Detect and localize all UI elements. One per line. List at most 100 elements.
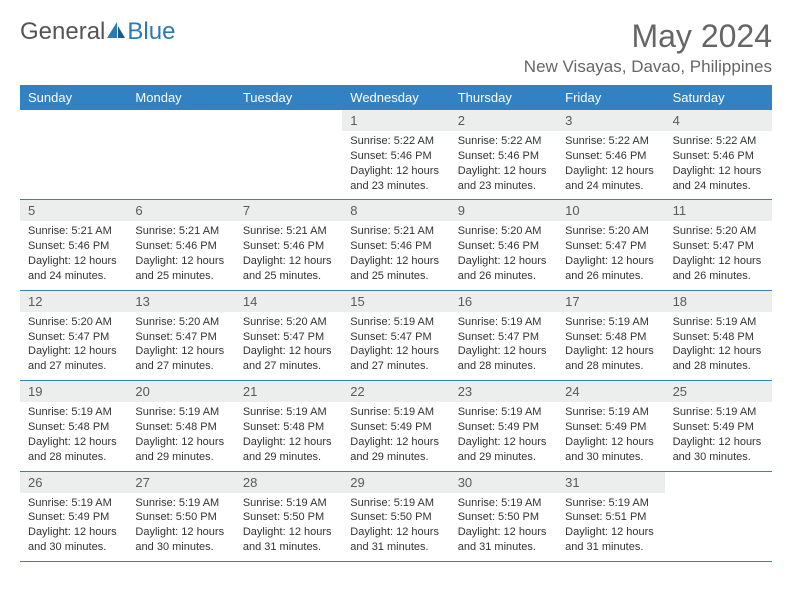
day-cell: 14 Sunrise: 5:20 AMSunset: 5:47 PMDayligh… xyxy=(235,291,342,380)
daylight-text: Daylight: 12 hours and 23 minutes. xyxy=(458,164,549,194)
calendar: Sunday Monday Tuesday Wednesday Thursday… xyxy=(20,85,772,562)
day-cell: 3Sunrise: 5:22 AMSunset: 5:46 PMDaylight… xyxy=(557,110,664,199)
day-cell: 17Sunrise: 5:19 AMSunset: 5:48 PMDayligh… xyxy=(557,291,664,380)
day-content: Sunrise: 5:19 AMSunset: 5:49 PMDaylight:… xyxy=(342,402,449,470)
sunrise-text: Sunrise: 5:20 AM xyxy=(243,315,334,330)
sunrise-text: Sunrise: 5:19 AM xyxy=(243,496,334,511)
sunrise-text: Sunrise: 5:19 AM xyxy=(350,315,441,330)
logo: General Blue xyxy=(20,18,175,46)
day-cell: 28Sunrise: 5:19 AMSunset: 5:50 PMDayligh… xyxy=(235,472,342,561)
day-number: 2 xyxy=(450,110,557,131)
day-content: Sunrise: 5:20 AMSunset: 5:47 PMDaylight:… xyxy=(20,312,127,380)
daylight-text: Daylight: 12 hours and 29 minutes. xyxy=(458,435,549,465)
sunset-text: Sunset: 5:47 PM xyxy=(673,239,764,254)
day-number: 4 xyxy=(665,110,772,131)
day-number: 9 xyxy=(450,200,557,221)
sunrise-text: Sunrise: 5:21 AM xyxy=(135,224,226,239)
day-number: 19 xyxy=(20,381,127,402)
daylight-text: Daylight: 12 hours and 25 minutes. xyxy=(135,254,226,284)
day-content: Sunrise: 5:20 AMSunset: 5:46 PMDaylight:… xyxy=(450,221,557,289)
sunset-text: Sunset: 5:47 PM xyxy=(350,330,441,345)
day-cell xyxy=(665,472,772,561)
daylight-text: Daylight: 12 hours and 28 minutes. xyxy=(458,344,549,374)
day-number: 24 xyxy=(557,381,664,402)
sunrise-text: Sunrise: 5:20 AM xyxy=(28,315,119,330)
day-content: Sunrise: 5:20 AMSunset: 5:47 PMDaylight:… xyxy=(557,221,664,289)
day-number: 14 xyxy=(235,291,342,312)
day-cell: 4Sunrise: 5:22 AMSunset: 5:46 PMDaylight… xyxy=(665,110,772,199)
dayhead-thursday: Thursday xyxy=(450,85,557,110)
daylight-text: Daylight: 12 hours and 27 minutes. xyxy=(243,344,334,374)
sunset-text: Sunset: 5:47 PM xyxy=(458,330,549,345)
day-number: 16 xyxy=(450,291,557,312)
sunset-text: Sunset: 5:48 PM xyxy=(565,330,656,345)
sunset-text: Sunset: 5:47 PM xyxy=(135,330,226,345)
sunrise-text: Sunrise: 5:22 AM xyxy=(673,134,764,149)
daylight-text: Daylight: 12 hours and 27 minutes. xyxy=(135,344,226,374)
sunrise-text: Sunrise: 5:21 AM xyxy=(28,224,119,239)
sail-icon xyxy=(105,20,127,45)
day-content: Sunrise: 5:21 AMSunset: 5:46 PMDaylight:… xyxy=(127,221,234,289)
day-cell: 19Sunrise: 5:19 AMSunset: 5:48 PMDayligh… xyxy=(20,381,127,470)
sunrise-text: Sunrise: 5:20 AM xyxy=(458,224,549,239)
sunrise-text: Sunrise: 5:19 AM xyxy=(28,405,119,420)
daylight-text: Daylight: 12 hours and 25 minutes. xyxy=(243,254,334,284)
daylight-text: Daylight: 12 hours and 28 minutes. xyxy=(673,344,764,374)
day-number: 7 xyxy=(235,200,342,221)
day-content: Sunrise: 5:22 AMSunset: 5:46 PMDaylight:… xyxy=(450,131,557,199)
day-number: 22 xyxy=(342,381,449,402)
day-cell: 18Sunrise: 5:19 AMSunset: 5:48 PMDayligh… xyxy=(665,291,772,380)
sunset-text: Sunset: 5:48 PM xyxy=(243,420,334,435)
dayhead-row: Sunday Monday Tuesday Wednesday Thursday… xyxy=(20,85,772,110)
day-cell: 20Sunrise: 5:19 AMSunset: 5:48 PMDayligh… xyxy=(127,381,234,470)
sunset-text: Sunset: 5:46 PM xyxy=(458,149,549,164)
sunrise-text: Sunrise: 5:19 AM xyxy=(565,315,656,330)
day-number: 25 xyxy=(665,381,772,402)
sunset-text: Sunset: 5:46 PM xyxy=(350,239,441,254)
sunrise-text: Sunrise: 5:19 AM xyxy=(458,405,549,420)
daylight-text: Daylight: 12 hours and 23 minutes. xyxy=(350,164,441,194)
sunrise-text: Sunrise: 5:19 AM xyxy=(135,405,226,420)
sunrise-text: Sunrise: 5:19 AM xyxy=(458,496,549,511)
daylight-text: Daylight: 12 hours and 30 minutes. xyxy=(28,525,119,555)
sunset-text: Sunset: 5:47 PM xyxy=(243,330,334,345)
daylight-text: Daylight: 12 hours and 29 minutes. xyxy=(243,435,334,465)
week-row: 5Sunrise: 5:21 AMSunset: 5:46 PMDaylight… xyxy=(20,200,772,290)
day-number: 29 xyxy=(342,472,449,493)
sunrise-text: Sunrise: 5:20 AM xyxy=(565,224,656,239)
day-cell: 1Sunrise: 5:22 AMSunset: 5:46 PMDaylight… xyxy=(342,110,449,199)
day-content: Sunrise: 5:19 AMSunset: 5:51 PMDaylight:… xyxy=(557,493,664,561)
sunrise-text: Sunrise: 5:19 AM xyxy=(673,405,764,420)
day-cell: 16Sunrise: 5:19 AMSunset: 5:47 PMDayligh… xyxy=(450,291,557,380)
day-cell: 10Sunrise: 5:20 AMSunset: 5:47 PMDayligh… xyxy=(557,200,664,289)
sunset-text: Sunset: 5:49 PM xyxy=(458,420,549,435)
dayhead-wednesday: Wednesday xyxy=(342,85,449,110)
day-number: 15 xyxy=(342,291,449,312)
sunset-text: Sunset: 5:46 PM xyxy=(243,239,334,254)
week-row: 1Sunrise: 5:22 AMSunset: 5:46 PMDaylight… xyxy=(20,110,772,200)
day-content: Sunrise: 5:22 AMSunset: 5:46 PMDaylight:… xyxy=(665,131,772,199)
sunset-text: Sunset: 5:47 PM xyxy=(28,330,119,345)
weeks-container: 1Sunrise: 5:22 AMSunset: 5:46 PMDaylight… xyxy=(20,110,772,562)
daylight-text: Daylight: 12 hours and 29 minutes. xyxy=(350,435,441,465)
day-cell: 21Sunrise: 5:19 AMSunset: 5:48 PMDayligh… xyxy=(235,381,342,470)
dayhead-saturday: Saturday xyxy=(665,85,772,110)
sunset-text: Sunset: 5:46 PM xyxy=(673,149,764,164)
day-number: 3 xyxy=(557,110,664,131)
day-cell: 24Sunrise: 5:19 AMSunset: 5:49 PMDayligh… xyxy=(557,381,664,470)
sunrise-text: Sunrise: 5:19 AM xyxy=(673,315,764,330)
day-content: Sunrise: 5:19 AMSunset: 5:50 PMDaylight:… xyxy=(235,493,342,561)
sunset-text: Sunset: 5:46 PM xyxy=(28,239,119,254)
daylight-text: Daylight: 12 hours and 30 minutes. xyxy=(135,525,226,555)
day-content: Sunrise: 5:21 AMSunset: 5:46 PMDaylight:… xyxy=(235,221,342,289)
day-content: Sunrise: 5:19 AMSunset: 5:50 PMDaylight:… xyxy=(127,493,234,561)
sunrise-text: Sunrise: 5:20 AM xyxy=(673,224,764,239)
day-cell: 15Sunrise: 5:19 AMSunset: 5:47 PMDayligh… xyxy=(342,291,449,380)
logo-text-blue: Blue xyxy=(127,18,175,46)
week-row: 26Sunrise: 5:19 AMSunset: 5:49 PMDayligh… xyxy=(20,472,772,562)
day-cell: 11Sunrise: 5:20 AMSunset: 5:47 PMDayligh… xyxy=(665,200,772,289)
day-cell xyxy=(235,110,342,199)
sunset-text: Sunset: 5:49 PM xyxy=(565,420,656,435)
daylight-text: Daylight: 12 hours and 25 minutes. xyxy=(350,254,441,284)
day-cell: 9Sunrise: 5:20 AMSunset: 5:46 PMDaylight… xyxy=(450,200,557,289)
